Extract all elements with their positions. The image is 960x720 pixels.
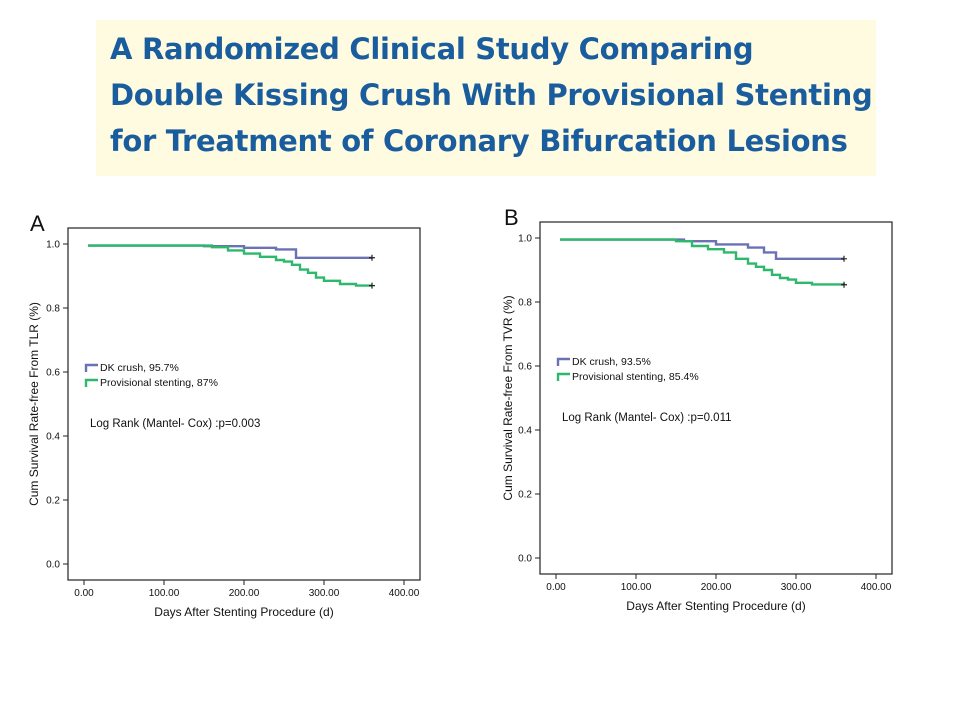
x-tick-label-a-0: 0.00 bbox=[74, 588, 94, 599]
title-line-1: A Randomized Clinical Study Comparing bbox=[110, 32, 754, 66]
legend-label-a-0: DK crush, 95.7% bbox=[100, 362, 179, 374]
y-tick-label-a-4: 0.8 bbox=[46, 304, 60, 315]
title-banner: A Randomized Clinical Study Comparing Do… bbox=[96, 20, 876, 176]
y-axis-label-a: Cum Survival Rate-free From TLR (%) bbox=[27, 302, 41, 506]
plot-frame-a bbox=[67, 227, 421, 581]
x-axis-label-a: Days After Stenting Procedure (d) bbox=[154, 605, 333, 619]
y-tick-label-a-2: 0.4 bbox=[46, 432, 60, 443]
legend-swatch-a-0 bbox=[84, 363, 98, 372]
y-tick-label-a-1: 0.2 bbox=[46, 496, 60, 507]
title-line-3: for Treatment of Coronary Bifurcation Le… bbox=[110, 124, 848, 158]
series-line-a-0 bbox=[88, 244, 372, 259]
title-line-2: Double Kissing Crush With Provisional St… bbox=[110, 78, 873, 112]
x-tick-label-a-2: 200.00 bbox=[229, 588, 260, 599]
x-tick-label-a-1: 100.00 bbox=[149, 588, 180, 599]
censor-mark-a-0 bbox=[369, 254, 375, 261]
x-tick-label-a-4: 400.00 bbox=[389, 588, 420, 599]
series-line-a-1 bbox=[88, 244, 372, 287]
censor-mark-a-1 bbox=[369, 282, 375, 289]
panel-label-a: A bbox=[30, 211, 45, 236]
legend-swatch-a-1 bbox=[84, 378, 98, 387]
legend-label-a-1: Provisional stenting, 87% bbox=[100, 377, 218, 389]
y-tick-label-a-3: 0.6 bbox=[46, 368, 60, 379]
y-tick-label-a-0: 0.0 bbox=[46, 560, 60, 571]
y-tick-label-a-5: 1.0 bbox=[46, 240, 60, 251]
x-tick-label-a-3: 300.00 bbox=[309, 588, 340, 599]
log-rank-annotation-a: Log Rank (Mantel- Cox) :p=0.003 bbox=[90, 418, 260, 430]
